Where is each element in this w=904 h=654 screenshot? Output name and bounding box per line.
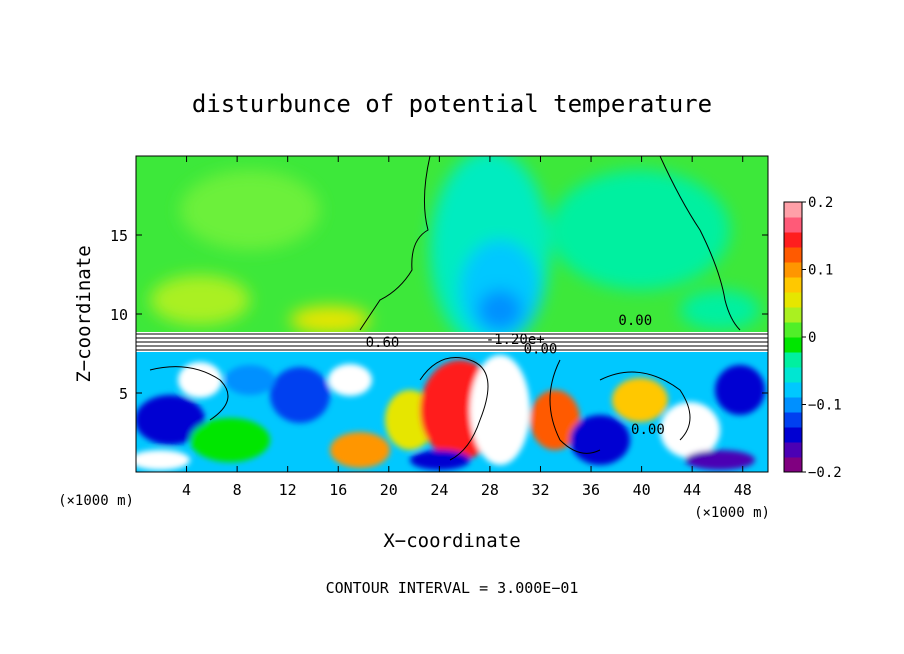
x-tick-label: 48 [734,481,752,499]
colorbar-swatch [784,262,802,278]
y-tick-label: 10 [110,306,128,324]
colorbar-swatch [784,412,802,428]
colorbar-tick-label: 0.1 [808,263,833,279]
contour-label: 0.00 [524,342,558,358]
x-unit-right: (×1000 m) [694,505,770,521]
colorbar-swatch [784,217,802,233]
x-tick-label: 20 [380,481,398,499]
contour-interval: CONTOUR INTERVAL = 3.000E−01 [326,579,579,597]
colorbar-swatch [784,352,802,368]
colorbar-tick-label: −0.2 [808,465,842,481]
colorbar-swatch [784,457,802,473]
x-axis-label: X−coordinate [383,530,520,552]
y-tick-label: 15 [110,227,128,245]
colorbar-swatch [784,202,802,218]
y-axis-ticks: 5 10 15 [110,227,768,403]
contour-labels: 0.60 -1.20e+0.000.000.00 [366,313,665,438]
colorbar-swatch [784,382,802,398]
colorbar [783,201,803,473]
colorbar-swatch [784,307,802,323]
contour-label: 0.00 [618,313,652,329]
colorbar-swatch [784,337,802,353]
x-unit-left: (×1000 m) [58,493,134,509]
chart-title: disturbunce of potential temperature [192,90,712,118]
x-tick-label: 4 [182,481,191,499]
x-tick-label: 32 [531,481,549,499]
contour-label: 0.60 [366,335,400,351]
x-tick-label: 44 [683,481,701,499]
colorbar-swatch [784,277,802,293]
colorbar-swatch [784,427,802,443]
x-axis-ticks: 4 8 12 16 20 24 28 32 36 40 44 48 [182,156,752,499]
x-tick-label: 40 [633,481,651,499]
x-tick-label: 8 [233,481,242,499]
colorbar-swatch [784,322,802,338]
y-tick-label: 5 [119,385,128,403]
colorbar-tick-label: −0.1 [808,398,842,414]
heatmap-field [136,156,768,472]
x-tick-label: 12 [279,481,297,499]
x-tick-label: 28 [481,481,499,499]
x-tick-label: 16 [329,481,347,499]
colorbar-swatch [784,367,802,383]
contour-label: 0.00 [631,422,665,438]
colorbar-tick-label: 0.2 [808,195,833,211]
x-tick-label: 24 [430,481,448,499]
colorbar-ticks: 0.2 0.1 0 −0.1 −0.2 [802,195,842,481]
contour-label: -1.20e+ [486,332,545,348]
colorbar-swatch [784,232,802,248]
colorbar-swatch [784,442,802,458]
colorbar-tick-label: 0 [808,330,816,346]
x-tick-label: 36 [582,481,600,499]
colorbar-swatch [784,397,802,413]
colorbar-swatch [784,292,802,308]
colorbar-swatch [784,247,802,263]
y-axis-label: Z−coordinate [73,245,95,382]
